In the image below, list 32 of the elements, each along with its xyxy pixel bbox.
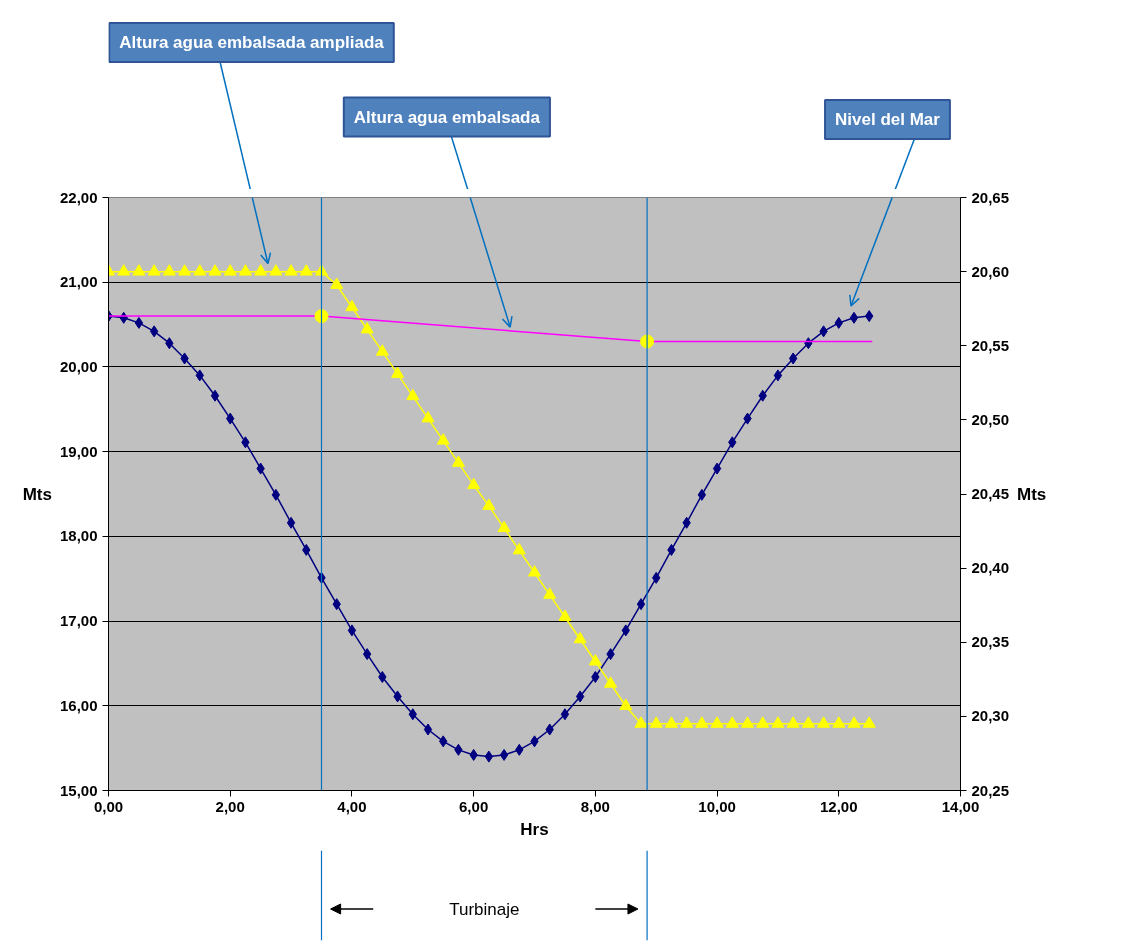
y-tick-label: 18,00 — [59, 527, 98, 545]
x-tick-label: 0,00 — [93, 797, 124, 815]
y2-tick-label: 20,65 — [971, 188, 1010, 206]
y2-tick-label: 20,50 — [971, 410, 1010, 428]
x-tick-label: 8,00 — [580, 797, 610, 815]
y2-tick-label: 20,45 — [971, 485, 1010, 502]
y2-tick-label: 20,60 — [971, 262, 1010, 280]
x-tick-label: 14,00 — [941, 797, 980, 815]
x-tick-label: 12,00 — [820, 797, 858, 815]
y-tick-label: 19,00 — [59, 442, 98, 460]
text: Nivel del Mar — [835, 110, 941, 130]
x-tick-label: 6,00 — [459, 797, 489, 815]
y-axis-title: Mts — [22, 484, 52, 504]
text: Altura agua embalsada ampliada — [119, 32, 385, 52]
y-tick-label: 21,00 — [59, 273, 98, 291]
y2-tick-label: 20,35 — [971, 633, 1010, 651]
y-tick-label: 15,00 — [59, 781, 98, 799]
text: Turbinaje — [449, 899, 520, 919]
x-tick-label: 10,00 — [698, 797, 736, 815]
y2-tick-label: 20,40 — [971, 559, 1010, 577]
y2-tick-label: 20,30 — [971, 707, 1010, 725]
y2-tick-label: 20,55 — [971, 336, 1010, 354]
y2-tick-label: 20,25 — [971, 781, 1010, 799]
x-axis-title: Hrs — [520, 819, 549, 839]
y-tick-label: 20,00 — [59, 357, 98, 375]
y2-axis-title: Mts — [1017, 484, 1047, 504]
y-tick-label: 22,00 — [59, 188, 98, 206]
y-tick-label: 16,00 — [59, 696, 98, 714]
y-tick-label: 17,00 — [59, 612, 98, 630]
x-tick-label: 4,00 — [337, 797, 367, 815]
x-tick-label: 2,00 — [215, 797, 245, 815]
text: Altura agua embalsada — [353, 107, 541, 127]
